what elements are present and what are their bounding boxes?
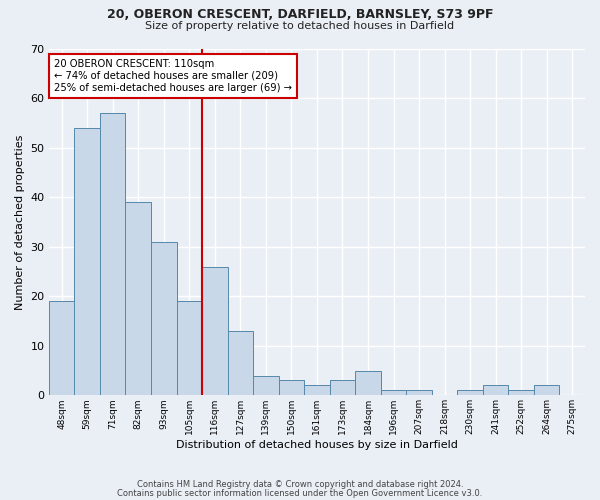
Bar: [125, 202, 151, 396]
Bar: [227, 331, 253, 396]
Text: Contains HM Land Registry data © Crown copyright and database right 2024.: Contains HM Land Registry data © Crown c…: [137, 480, 463, 489]
X-axis label: Distribution of detached houses by size in Darfield: Distribution of detached houses by size …: [176, 440, 458, 450]
Bar: [278, 380, 304, 396]
Bar: [304, 386, 329, 396]
Bar: [381, 390, 406, 396]
Bar: [406, 390, 432, 396]
Bar: [100, 114, 125, 396]
Bar: [483, 386, 508, 396]
Bar: [202, 266, 227, 396]
Bar: [534, 386, 559, 396]
Text: 20, OBERON CRESCENT, DARFIELD, BARNSLEY, S73 9PF: 20, OBERON CRESCENT, DARFIELD, BARNSLEY,…: [107, 8, 493, 20]
Bar: [355, 370, 381, 396]
Bar: [457, 390, 483, 396]
Bar: [151, 242, 176, 396]
Text: Contains public sector information licensed under the Open Government Licence v3: Contains public sector information licen…: [118, 488, 482, 498]
Bar: [176, 302, 202, 396]
Bar: [329, 380, 355, 396]
Y-axis label: Number of detached properties: Number of detached properties: [15, 134, 25, 310]
Bar: [74, 128, 100, 396]
Text: Size of property relative to detached houses in Darfield: Size of property relative to detached ho…: [145, 21, 455, 31]
Text: 20 OBERON CRESCENT: 110sqm
← 74% of detached houses are smaller (209)
25% of sem: 20 OBERON CRESCENT: 110sqm ← 74% of deta…: [54, 60, 292, 92]
Bar: [49, 302, 74, 396]
Bar: [508, 390, 534, 396]
Bar: [253, 376, 278, 396]
